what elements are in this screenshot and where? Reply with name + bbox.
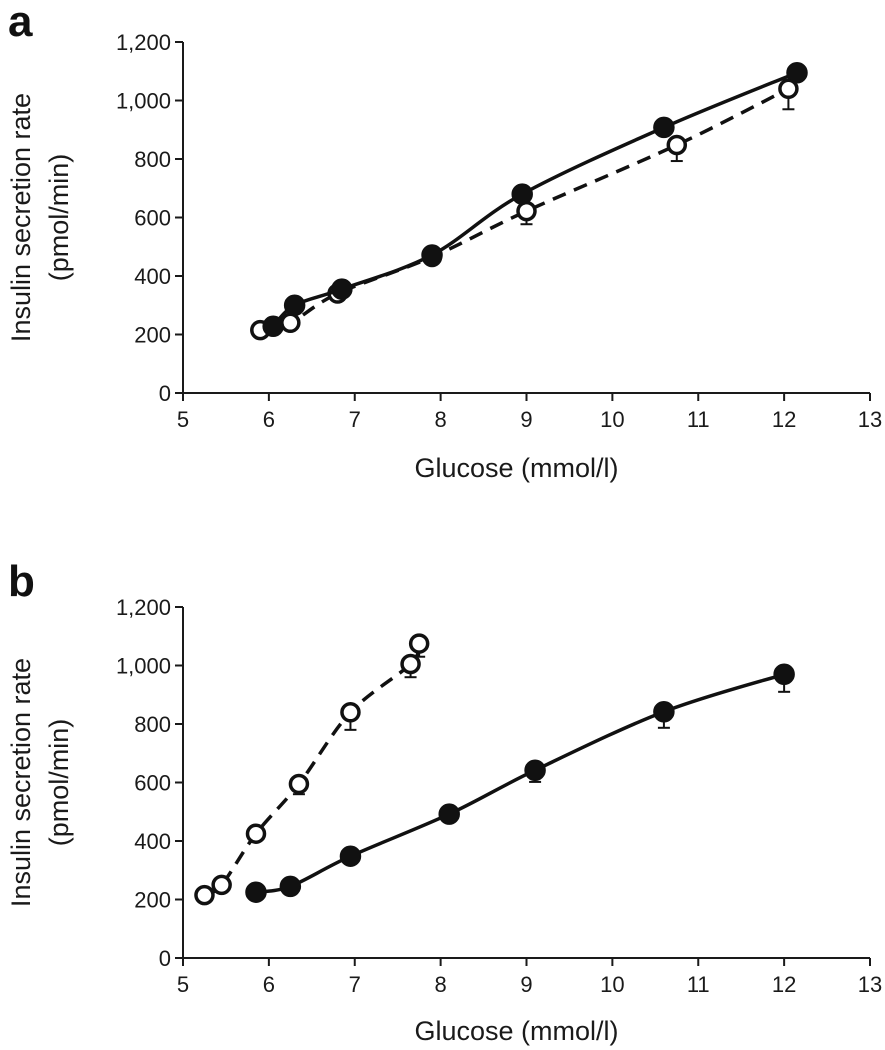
y-tick-label: 800 <box>134 712 171 737</box>
y-tick-label: 0 <box>159 946 171 971</box>
y-tick-label: 0 <box>159 381 171 406</box>
data-point-open <box>778 78 799 100</box>
y-tick-label: 800 <box>134 147 171 172</box>
y-tick-label: 1,200 <box>116 30 171 55</box>
y-axis-title-units: (pmol/min) <box>44 154 74 282</box>
series-line-open <box>203 642 421 897</box>
x-tick-label: 8 <box>435 407 447 432</box>
x-tick-label: 7 <box>349 407 361 432</box>
x-tick-label: 6 <box>263 972 275 997</box>
panel-label: a <box>8 0 33 46</box>
x-axis-title: Glucose (mmol/l) <box>414 453 618 483</box>
y-axis-title: Insulin secretion rate <box>6 93 36 342</box>
y-tick-label: 600 <box>134 771 171 796</box>
series-line-filled <box>255 672 785 894</box>
y-tick-label: 600 <box>134 206 171 231</box>
data-point-open <box>245 823 267 844</box>
x-axis-title: Glucose (mmol/l) <box>414 1016 618 1046</box>
data-point-filled <box>421 244 443 266</box>
data-point-open <box>666 134 688 156</box>
x-tick-label: 11 <box>687 407 710 432</box>
x-tick-label: 11 <box>687 972 710 997</box>
data-point-open <box>280 312 301 334</box>
data-point-open <box>400 653 421 675</box>
y-tick-label: 200 <box>134 888 171 913</box>
data-point-filled <box>653 700 675 723</box>
y-tick-label: 400 <box>134 829 171 854</box>
x-tick-label: 9 <box>520 407 532 432</box>
data-point-filled <box>283 294 306 316</box>
y-tick-label: 1,200 <box>116 595 171 620</box>
data-point-open <box>408 633 430 654</box>
data-point-filled <box>653 116 675 139</box>
data-point-filled <box>524 759 546 781</box>
x-tick-label: 13 <box>858 407 882 432</box>
data-point-open <box>516 200 537 222</box>
x-tick-label: 10 <box>600 407 624 432</box>
data-point-filled <box>262 315 284 338</box>
x-tick-label: 12 <box>772 972 796 997</box>
y-tick-label: 200 <box>134 323 171 348</box>
x-tick-label: 13 <box>858 972 882 997</box>
y-tick-label: 400 <box>134 264 171 289</box>
y-axis-title-units: (pmol/min) <box>44 719 74 847</box>
y-axis-title: Insulin secretion rate <box>6 658 36 907</box>
x-tick-label: 8 <box>435 972 447 997</box>
x-tick-label: 5 <box>177 972 189 997</box>
y-tick-label: 1,000 <box>116 89 171 114</box>
y-tick-label: 1,000 <box>116 654 171 679</box>
data-point-filled <box>773 663 795 686</box>
panel-b: b 0 200 400 600 800 1,000 1,200 5 6 7 8 9 10 11 12 13 Glu… <box>6 557 882 1046</box>
data-point-open <box>340 702 361 723</box>
x-tick-label: 7 <box>349 972 361 997</box>
data-point-filled <box>279 875 302 898</box>
data-point-open <box>288 773 310 795</box>
data-point-filled <box>786 61 808 84</box>
panel-a: a 0 200 400 600 800 1,000 1,200 5 6 7 8 9 10 11 12 13 Glu… <box>6 0 882 483</box>
data-point-open <box>194 884 215 906</box>
x-tick-label: 9 <box>520 972 532 997</box>
data-point-filled <box>511 183 533 205</box>
data-point-filled <box>438 803 460 825</box>
data-point-open <box>211 874 232 896</box>
data-point-filled <box>245 881 267 903</box>
x-tick-label: 10 <box>600 972 624 997</box>
data-point-filled <box>339 845 362 867</box>
x-tick-label: 12 <box>772 407 796 432</box>
x-tick-label: 5 <box>177 407 189 432</box>
x-tick-label: 6 <box>263 407 275 432</box>
data-point-filled <box>331 278 353 300</box>
panel-label: b <box>8 557 35 606</box>
